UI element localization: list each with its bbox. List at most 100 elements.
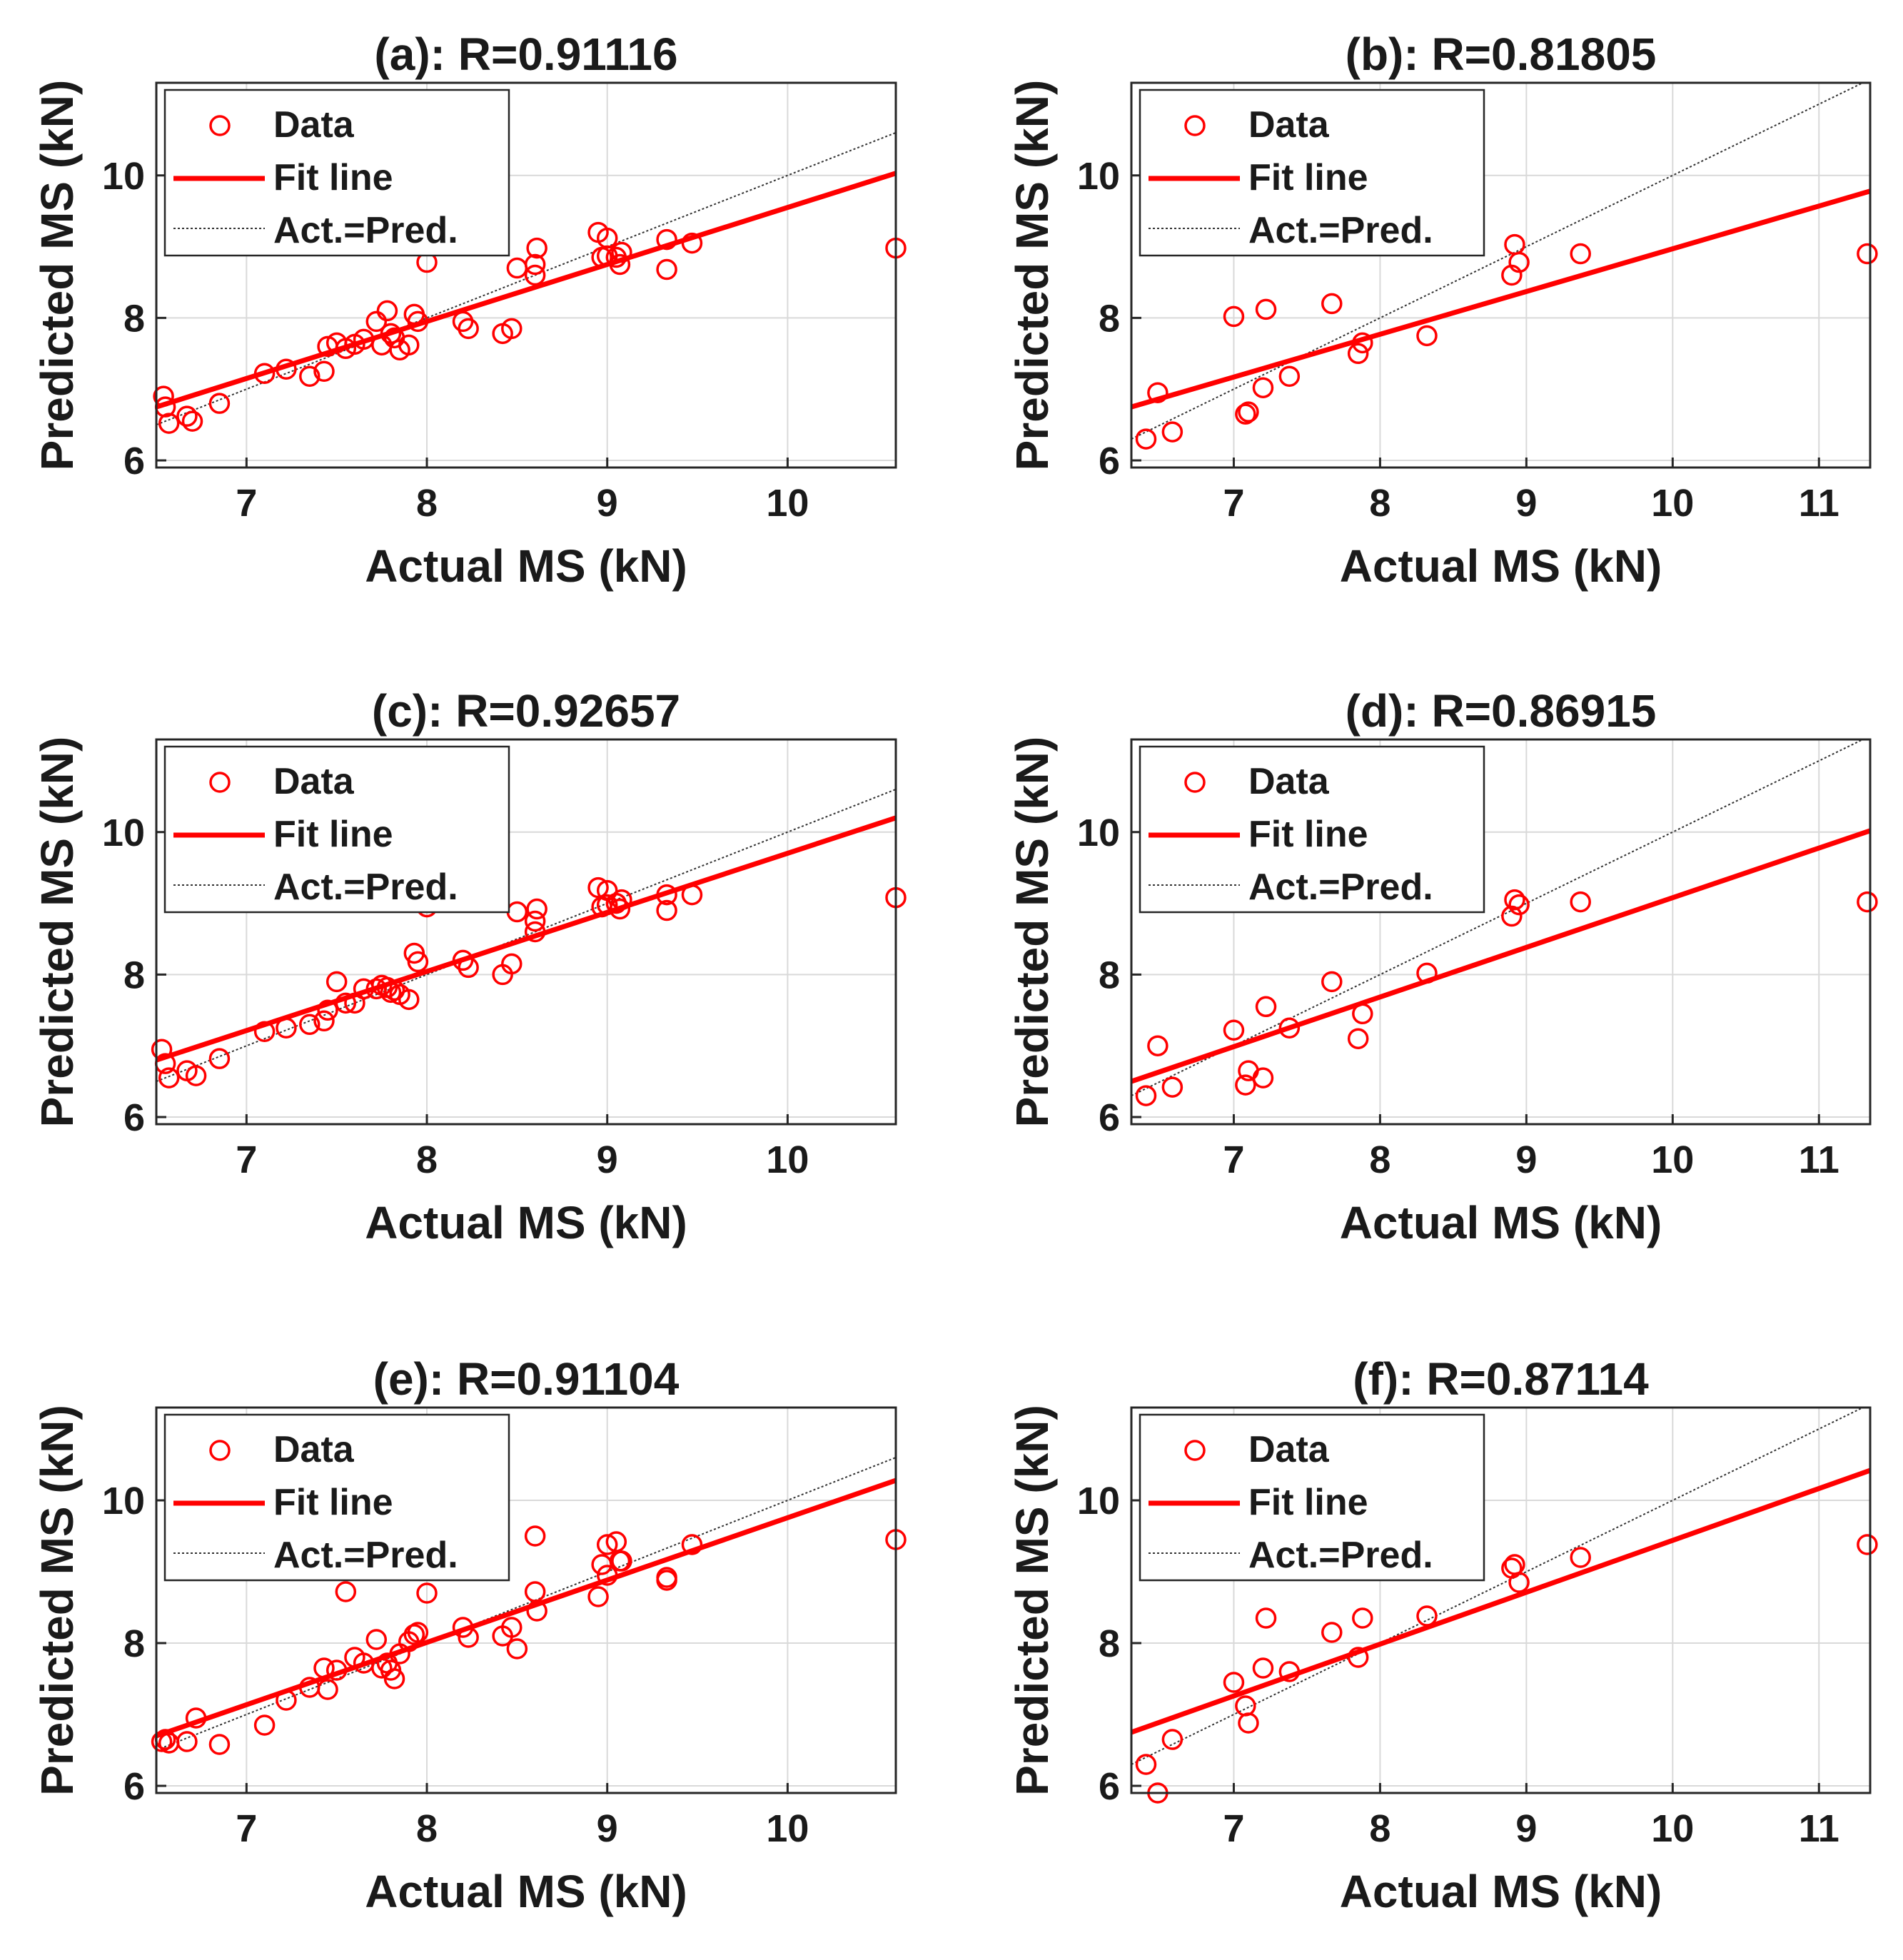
x-tick-label: 10 [766,1138,809,1181]
y-axis-label: Predicted MS (kN) [31,1405,83,1796]
data-point [1278,1661,1301,1682]
data-point [1255,298,1277,320]
y-tick-label: 6 [1099,1096,1120,1139]
axes-box [155,1406,897,1794]
x-tick-label: 7 [236,482,257,525]
data-point [376,300,398,322]
data-point [681,232,703,254]
data-point [158,413,180,434]
axes-box [1130,81,1872,469]
chart-title: (b): R=0.81805 [1346,29,1657,80]
data-point [185,1065,207,1086]
data-point [1508,1572,1530,1593]
x-tick-label: 8 [1369,1807,1390,1850]
data-point [253,1021,276,1042]
legend: Data Fit line Act.=Pred. [163,745,510,914]
y-tick-label: 10 [102,155,145,198]
data-point [656,1570,677,1591]
data-point [1416,962,1438,984]
data-point [380,323,402,345]
y-tick-label: 8 [1099,954,1120,996]
legend-marker-data [209,1440,231,1461]
y-tick-label: 6 [1099,1765,1120,1808]
x-axis-label: Actual MS (kN) [1340,1197,1662,1248]
legend-marker-data [209,115,231,136]
data-point [1857,243,1878,265]
y-axis-label: Predicted MS (kN) [31,737,83,1128]
legend-marker-data [1184,1440,1206,1461]
x-axis-label: Actual MS (kN) [365,1197,687,1248]
x-tick-label: 8 [1369,1138,1390,1181]
data-point [501,953,523,975]
data-point [253,1714,276,1736]
data-point [1416,325,1438,347]
data-point [313,360,335,382]
y-tick-label: 6 [123,1765,145,1808]
data-point [1504,889,1525,911]
data-point [524,1525,546,1547]
data-point [176,405,198,427]
chart-title: (a): R=0.91116 [374,29,677,80]
data-point [501,1617,523,1638]
data-point [365,310,388,333]
data-point [1161,421,1183,443]
data-point [656,899,677,921]
data-point [1252,1067,1274,1088]
y-axis-label: Predicted MS (kN) [1006,737,1058,1128]
x-tick-label: 9 [597,1138,618,1181]
data-point [458,1627,479,1648]
legend-entry: Act.=Pred. [1248,1535,1433,1576]
data-point [208,1048,231,1069]
data-point [398,334,420,356]
data-point [1347,1028,1369,1049]
x-tick-label: 8 [1369,482,1390,525]
legend-entry: Fit line [273,814,393,855]
data-point [1352,1003,1373,1025]
data-point [609,253,631,276]
data-point [1223,1672,1245,1693]
x-tick-label: 7 [1223,482,1244,525]
y-tick-label: 6 [123,1096,145,1139]
data-point [458,956,479,979]
data-point [276,358,297,380]
fit-line [156,171,896,410]
fit-line [156,815,896,1063]
y-tick-label: 6 [1099,440,1120,483]
x-tick-label: 7 [1223,1138,1244,1181]
chart-title: (e): R=0.91104 [373,1353,680,1405]
data-point [1321,971,1343,993]
data-point [656,884,677,906]
data-point [526,237,547,259]
data-point [1857,891,1878,913]
x-tick-label: 10 [1651,1138,1694,1181]
data-point [524,910,546,932]
data-point [1223,305,1245,328]
y-tick-label: 6 [123,440,145,483]
data-point [1501,905,1523,927]
data-point [176,1731,198,1752]
y-tick-label: 10 [102,1480,145,1522]
data-point [208,1734,231,1755]
data-point [335,992,357,1014]
fit-line [1131,188,1870,410]
y-tick-label: 8 [1099,297,1120,340]
data-point [313,1010,335,1032]
x-tick-label: 11 [1799,482,1839,525]
data-point [383,1668,405,1689]
data-point [416,1582,438,1604]
data-point [1135,1085,1157,1106]
legend: Data Fit line Act.=Pred. [1139,89,1485,257]
chart-title: (f): R=0.87114 [1353,1353,1649,1405]
data-point [313,1657,335,1679]
data-point [407,1622,429,1643]
x-tick-label: 10 [1651,482,1694,525]
data-point [407,310,429,333]
legend-entry: Act.=Pred. [1248,210,1433,251]
data-point [1278,1017,1301,1039]
x-axis-label: Actual MS (kN) [1340,1866,1662,1917]
data-point [1252,377,1274,398]
x-tick-label: 11 [1799,1138,1839,1181]
data-point [1238,1712,1259,1734]
chart-panel-b: 7 8 9 10 11 6 8 10 (b): R=0.81805 Actual MS (kN) P… [1006,29,1878,592]
data-point [611,1550,632,1572]
